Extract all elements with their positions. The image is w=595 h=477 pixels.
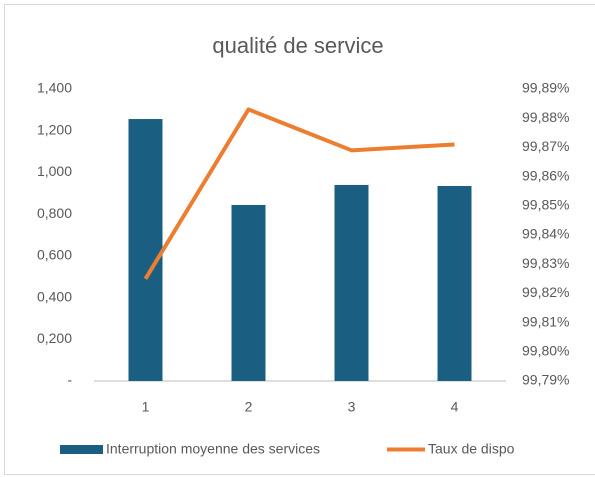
bar [334,184,369,381]
x-tick-label: 4 [451,399,459,415]
y2-tick-label: 99,85% [522,197,569,213]
x-tick-label: 1 [142,399,150,415]
y-tick-label: 0,400 [37,288,72,304]
line [143,107,455,280]
y2-tick-label: 99,88% [522,109,569,125]
y-tick-label: - [67,372,72,388]
chart-title: qualité de service [212,33,383,58]
legend-label: Interruption moyenne des services [106,441,320,457]
y-tick-label: 1,000 [37,163,72,179]
bar [128,119,163,381]
x-tick-label: 2 [245,399,253,415]
y-tick-label: 0,800 [37,205,72,221]
y2-tick-label: 99,84% [522,226,569,242]
y2-tick-label: 99,87% [522,138,569,154]
chart-frame [4,4,595,475]
y2-tick-label: 99,86% [522,167,569,183]
y2-tick-label: 99,81% [522,313,569,329]
y2-tick-label: 99,83% [522,255,569,271]
y2-tick-label: 99,82% [522,284,569,300]
legend-swatch [60,445,103,454]
y-tick-label: 1,200 [37,121,72,137]
bar [231,204,266,381]
y2-tick-label: 99,79% [522,372,569,388]
y2-tick-label: 99,89% [522,80,569,96]
y2-tick-label: 99,80% [522,343,569,359]
x-tick-label: 3 [348,399,356,415]
y-tick-label: 0,600 [37,247,72,263]
legend-label: Taux de dispo [428,441,515,457]
y-tick-label: 1,400 [37,80,72,96]
bar [437,185,472,381]
y-tick-label: 0,200 [37,330,72,346]
